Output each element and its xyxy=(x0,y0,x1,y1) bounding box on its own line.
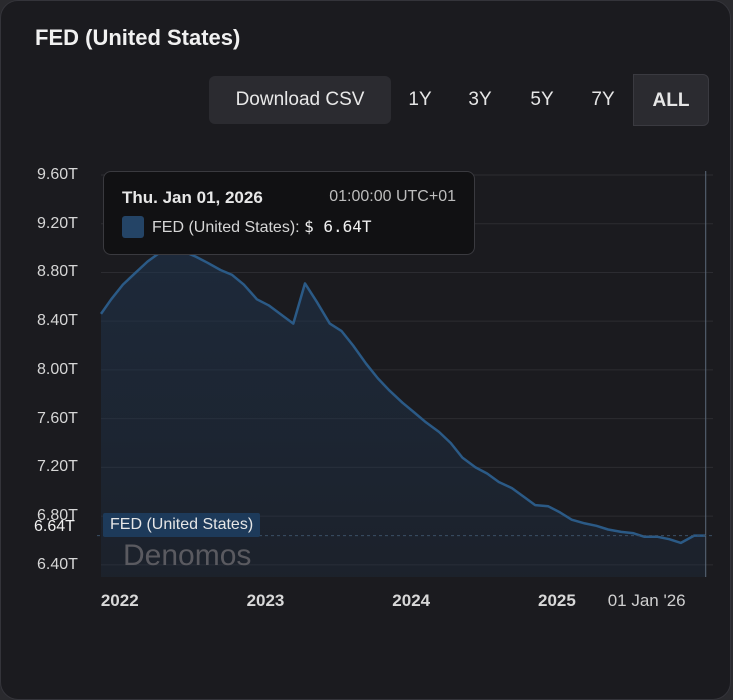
tooltip-value: $ 6.64T xyxy=(304,217,372,236)
range-3y-button[interactable]: 3Y xyxy=(468,89,492,110)
watermark: Denomos xyxy=(123,539,252,572)
y-tick-label-8: 6.40T xyxy=(37,555,78,573)
y-tick-label-6: 7.20T xyxy=(37,458,78,476)
current-value-badge: 6.64T xyxy=(34,518,75,535)
series-line xyxy=(99,250,706,545)
chart-tooltip: Thu. Jan 01, 2026 01:00:00 UTC+01 FED (U… xyxy=(103,171,475,255)
y-tick-label-5: 7.60T xyxy=(37,409,78,427)
series-swatch-icon xyxy=(122,216,144,238)
range-1y-button[interactable]: 1Y xyxy=(408,89,432,110)
y-tick-label-4: 8.00T xyxy=(37,360,78,378)
range-all-button[interactable]: ALL xyxy=(633,74,709,126)
page-title: FED (United States) xyxy=(35,25,241,50)
chart-toolbar: Download CSV 1Y 3Y 5Y 7Y ALL xyxy=(209,74,709,126)
range-5y-button[interactable]: 5Y xyxy=(530,89,554,110)
y-tick-label-7: 6.80T xyxy=(37,507,78,525)
tooltip-date: Thu. Jan 01, 2026 xyxy=(122,188,263,207)
tooltip-series-name: FED (United States): xyxy=(152,219,300,236)
x-tick-label-0: 2022 xyxy=(100,591,139,610)
y-tick-label-0: 9.60T xyxy=(37,166,78,183)
download-csv-button[interactable]: Download CSV xyxy=(209,76,391,124)
x-tick-label-3: 2025 xyxy=(538,591,576,610)
series-area xyxy=(101,251,706,577)
x-tick-label-2: 2024 xyxy=(392,591,431,610)
y-tick-label-2: 8.80T xyxy=(37,263,78,281)
y-tick-label-3: 8.40T xyxy=(37,312,78,330)
crosshair-date-label: 01 Jan '26 xyxy=(607,591,686,610)
tooltip-series: FED (United States): $ 6.64T xyxy=(152,217,372,237)
y-tick-label-1: 9.20T xyxy=(37,214,78,232)
series-label: FED (United States) xyxy=(103,513,261,537)
range-7y-button[interactable]: 7Y xyxy=(591,89,615,110)
tooltip-time: 01:00:00 UTC+01 xyxy=(329,188,456,205)
x-tick-label-1: 2023 xyxy=(246,591,285,610)
